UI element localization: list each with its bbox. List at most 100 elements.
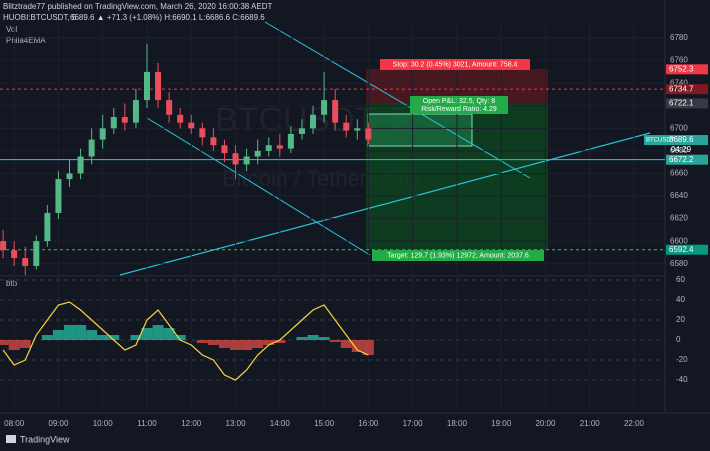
candle-body (287, 133, 294, 149)
histogram-bar (108, 335, 120, 340)
price-label: 6672.2 (669, 155, 694, 164)
y-tick-label: 6580 (670, 259, 688, 268)
trendline (119, 132, 651, 276)
histogram-bar (19, 340, 31, 348)
y-tick-label: 6680 (670, 146, 688, 155)
candle (332, 88, 339, 131)
y-tick-label: -20 (676, 355, 688, 364)
price-label: 6752.3 (669, 64, 694, 73)
y-tick-label: 40 (676, 295, 685, 304)
candle-body (310, 114, 317, 129)
candle-body (298, 128, 305, 134)
candle-body (55, 179, 62, 213)
pnl-text: Open P&L: 32.5, Qty: 8 (423, 98, 495, 105)
candle-body (110, 117, 117, 129)
ema-label: Phila4EMA (6, 36, 46, 45)
x-tick-label: 15:00 (314, 419, 335, 428)
pnl-zone (367, 113, 473, 147)
candle (221, 139, 228, 163)
target-tag (372, 250, 544, 261)
candle (44, 205, 51, 247)
candle-body (276, 145, 283, 149)
candle (77, 148, 84, 180)
stop-tag (380, 59, 530, 70)
price-label-bg (666, 154, 708, 165)
x-tick-label: 12:00 (181, 419, 202, 428)
footer: TradingView (20, 434, 70, 444)
candle (177, 108, 184, 129)
histogram-bar (263, 340, 275, 345)
y-tick-label: 6620 (670, 214, 688, 223)
candle (0, 229, 7, 259)
candle (232, 145, 239, 180)
histogram-bar (307, 335, 319, 340)
candle-body (354, 128, 361, 131)
histogram-bar (141, 328, 153, 340)
candle (254, 139, 261, 165)
publisher: Blitztrade77 published on TradingView.co… (3, 2, 272, 11)
candle-body (177, 114, 184, 123)
candle-body (121, 117, 128, 123)
histogram-bar (86, 330, 98, 340)
candle (243, 148, 250, 172)
candle-body (232, 153, 239, 165)
x-tick-label: 08:00 (4, 419, 25, 428)
candle-body (166, 100, 173, 115)
histogram-bar (64, 325, 76, 340)
candle (166, 92, 173, 123)
price-label-bg (666, 98, 708, 109)
histogram-bar (8, 340, 20, 350)
price-label-bg (666, 244, 708, 255)
candle (321, 71, 328, 123)
footer-logo (6, 435, 16, 443)
histogram-bar (230, 340, 242, 350)
candle (88, 128, 95, 165)
histogram-bar (163, 328, 175, 340)
candle (143, 43, 150, 109)
x-tick-label: 16:00 (358, 419, 379, 428)
price-label: 6689.6 (669, 135, 694, 144)
candle-body (155, 71, 162, 101)
candle (66, 159, 73, 187)
y-tick-label: 6760 (670, 56, 688, 65)
candle-body (243, 156, 250, 165)
x-tick-label: 14:00 (270, 419, 291, 428)
histogram-bar (351, 340, 363, 352)
symbol: HUOBI:BTCUSDT, 5 (3, 13, 77, 22)
x-tick-label: 17:00 (403, 419, 424, 428)
oscillator-label: btb (6, 279, 18, 288)
candle (155, 62, 162, 109)
price-label: 6722.1 (669, 98, 694, 107)
y-tick-label: -40 (676, 375, 688, 384)
y-tick-label: 20 (676, 315, 685, 324)
countdown: 04:29 (671, 145, 692, 154)
oscillator-line (2, 301, 369, 381)
candle (188, 114, 195, 134)
histogram-bar (75, 325, 87, 340)
candle (354, 119, 361, 140)
candle-body (321, 100, 328, 115)
candle-body (66, 173, 73, 180)
candle-body (11, 250, 18, 259)
candle (199, 122, 206, 146)
candle-body (99, 128, 106, 140)
histogram-bar (174, 335, 186, 340)
histogram-bar (196, 340, 208, 343)
y-tick-label: 6660 (670, 169, 688, 178)
candle-body (199, 128, 206, 138)
histogram-bar (340, 340, 352, 348)
candle-body (77, 156, 84, 174)
candle-body (33, 241, 40, 266)
histogram-bar (130, 335, 142, 340)
y-tick-label: 60 (676, 275, 685, 284)
y-tick-label: 0 (676, 335, 681, 344)
candle-body (265, 145, 272, 151)
histogram-bar (152, 325, 164, 340)
x-tick-label: 18:00 (447, 419, 468, 428)
x-tick-label: 10:00 (93, 419, 114, 428)
candle (365, 122, 372, 145)
candle (287, 126, 294, 154)
histogram-bar (329, 340, 341, 342)
candle-body (132, 100, 139, 123)
